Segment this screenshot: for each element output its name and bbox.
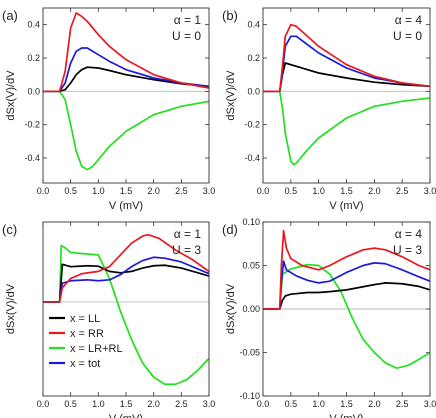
x-tick-label: 0.0 (37, 399, 50, 409)
series-line-lrrl (43, 90, 209, 171)
x-tick-label: 2.0 (368, 399, 381, 409)
panel-label: (b) (222, 8, 238, 23)
plot-frame (42, 7, 210, 184)
y-tick-label: -0.4 (24, 153, 40, 163)
x-tick-label: 1.0 (312, 186, 325, 196)
parameter-annotation: α = 1 (174, 227, 202, 241)
parameter-annotation: α = 4 (395, 13, 423, 27)
series-line-rr (43, 12, 209, 93)
plot-frame (262, 221, 431, 397)
x-tick-label: 2.5 (175, 399, 188, 409)
legend-label: x = RR (70, 328, 104, 340)
y-tick-label: 0.0 (247, 86, 260, 96)
y-tick-label: -0.2 (24, 120, 40, 130)
y-axis-label: dSx(V)/dV (225, 70, 237, 121)
x-tick-label: 3.0 (424, 399, 436, 409)
x-tick-label: 1.0 (312, 399, 325, 409)
x-tick-label: 1.5 (340, 186, 353, 196)
x-tick-label: 2.5 (396, 399, 409, 409)
parameter-annotation: U = 0 (393, 29, 422, 43)
parameter-annotation: α = 4 (395, 227, 423, 241)
y-tick-label: -0.10 (239, 391, 260, 401)
x-tick-label: 0.0 (257, 399, 270, 409)
series-line-lrrl (43, 244, 209, 386)
series-line-ll (263, 282, 430, 310)
series-line-rr (43, 233, 209, 303)
series-line-tot (43, 47, 209, 93)
x-tick-label: 0.5 (64, 186, 77, 196)
legend-label: x = LR+RL (70, 343, 123, 355)
y-tick-label: 0.2 (247, 53, 260, 63)
series-line-ll (43, 263, 209, 303)
x-axis-label: V (mV) (109, 413, 143, 418)
y-tick-label: -0.4 (244, 153, 260, 163)
legend-label: x = tot (70, 358, 100, 370)
x-tick-label: 1.5 (120, 399, 133, 409)
series-line-ll (43, 66, 209, 93)
panel-a: 0.0 0.5 1.0 1.5 2.0 2.5 3.0 -0.4 -0.2 0.0 0.2 0.4 α … (2, 7, 216, 212)
x-tick-label: 2.0 (147, 186, 160, 196)
x-tick-label: 1.5 (340, 399, 353, 409)
x-tick-label: 2.0 (368, 186, 381, 196)
x-tick-label: 0.5 (64, 399, 77, 409)
parameter-annotation: U = 3 (172, 243, 201, 257)
y-axis-label: dSx(V)/dV (5, 70, 17, 121)
x-axis-label: V (mV) (109, 200, 143, 212)
panel-b: 0.0 0.5 1.0 1.5 2.0 2.5 3.0 -0.4 -0.2 0.0 0.2 0.4 α … (222, 7, 436, 212)
series-line-tot (263, 260, 430, 310)
panel-d: 0.0 0.5 1.0 1.5 2.0 2.5 3.0 -0.10 -0.05 0.00 0.05 0… (222, 217, 436, 418)
parameter-annotation: α = 1 (174, 13, 202, 27)
parameter-annotation: U = 3 (393, 243, 422, 257)
series-line-rr (263, 229, 430, 310)
series-line-lrrl (263, 90, 430, 166)
y-tick-label: 0.10 (242, 217, 260, 227)
x-tick-label: 0.0 (37, 186, 50, 196)
x-axis-label: V (mV) (329, 413, 363, 418)
x-tick-label: 2.0 (147, 399, 160, 409)
legend-label: x = LL (70, 313, 100, 325)
series-line-tot (43, 256, 209, 303)
x-tick-label: 0.5 (285, 399, 298, 409)
series-line-rr (263, 23, 430, 93)
x-tick-label: 1.5 (120, 186, 133, 196)
legend: x = LL x = RR x = LR+RL x = tot (49, 313, 123, 370)
x-tick-label: 3.0 (203, 399, 216, 409)
y-tick-label: 0.2 (27, 53, 40, 63)
x-tick-label: 1.0 (92, 399, 105, 409)
parameter-annotation: U = 0 (172, 29, 201, 43)
x-axis-label: V (mV) (329, 200, 363, 212)
x-tick-label: 0.0 (257, 186, 270, 196)
x-tick-label: 3.0 (424, 186, 436, 196)
x-tick-label: 2.5 (175, 186, 188, 196)
panel-label: (c) (2, 222, 17, 237)
y-axis-label: dSx(V)/dV (225, 283, 237, 334)
plot-frame (262, 7, 431, 184)
y-tick-label: 0.05 (242, 261, 260, 271)
x-tick-label: 2.5 (396, 186, 409, 196)
y-axis-label: dSx(V)/dV (5, 283, 17, 334)
panel-c: 0.0 0.5 1.0 1.5 2.0 2.5 3.0 α = 1 U = 3 (c) V (mV)… (2, 221, 216, 418)
panel-label: (a) (2, 8, 18, 23)
y-tick-label: 0.4 (27, 20, 40, 30)
series-line-lrrl (263, 263, 430, 370)
y-tick-label: 0.00 (242, 304, 260, 314)
y-tick-label: 0.0 (27, 86, 40, 96)
x-tick-label: 1.0 (92, 186, 105, 196)
y-tick-label: -0.05 (239, 348, 260, 358)
x-tick-label: 0.5 (285, 186, 298, 196)
x-tick-label: 3.0 (203, 186, 216, 196)
y-tick-label: -0.2 (244, 120, 260, 130)
plot-frame (42, 221, 210, 397)
panel-label: (d) (222, 222, 238, 237)
y-tick-label: 0.4 (247, 20, 260, 30)
